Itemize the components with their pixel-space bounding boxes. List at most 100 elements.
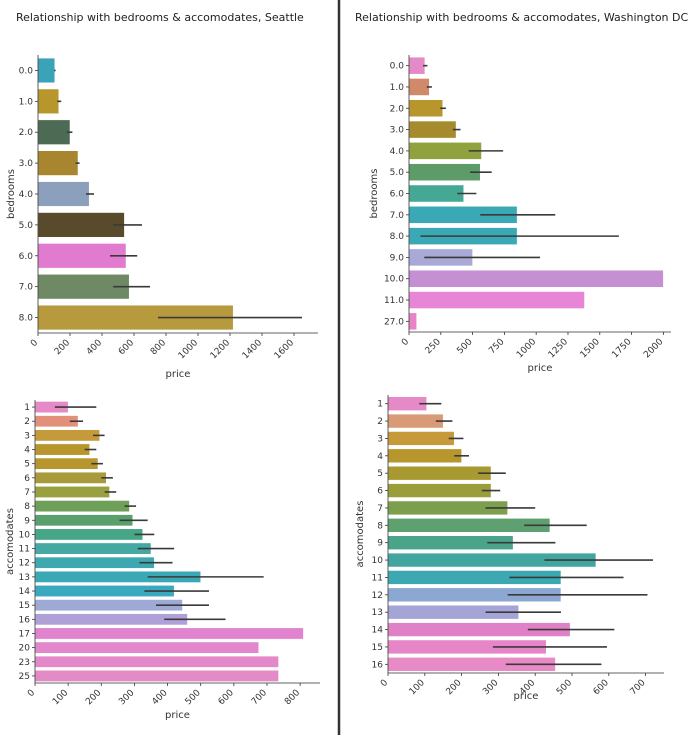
y-tick-label: 17 bbox=[19, 629, 30, 639]
bar-9 bbox=[34, 514, 134, 527]
x-tick-label: 0 bbox=[26, 688, 37, 699]
y-tick-label: 9.0 bbox=[390, 253, 405, 263]
bar-5.0 bbox=[37, 212, 125, 238]
bar-0.0 bbox=[408, 56, 426, 75]
y-tick-label: 11 bbox=[19, 545, 30, 555]
y-tick-label: 13 bbox=[372, 608, 383, 618]
x-tick-label: 1600 bbox=[273, 338, 296, 361]
y-tick-label: 8 bbox=[377, 521, 383, 531]
x-tick-label: 0 bbox=[400, 337, 411, 348]
bar-5 bbox=[387, 465, 492, 481]
y-axis-label: accomodates bbox=[355, 501, 366, 568]
x-tick-label: 700 bbox=[628, 678, 647, 697]
y-tick-label: 7 bbox=[377, 504, 383, 514]
x-tick-label: 600 bbox=[217, 688, 236, 707]
bar-5 bbox=[34, 457, 99, 470]
x-tick-label: 750 bbox=[487, 337, 506, 356]
y-tick-label: 1 bbox=[24, 403, 30, 413]
y-tick-label: 8.0 bbox=[390, 232, 405, 242]
y-tick-label: 7.0 bbox=[19, 283, 34, 293]
y-tick-label: 7.0 bbox=[390, 211, 405, 221]
y-tick-label: 6 bbox=[377, 487, 383, 497]
x-tick-label: 500 bbox=[184, 688, 203, 707]
y-tick-label: 3 bbox=[377, 434, 383, 444]
y-tick-label: 2 bbox=[24, 417, 30, 427]
bar-6.0 bbox=[408, 184, 464, 203]
y-tick-label: 20 bbox=[19, 644, 31, 654]
y-axis-label: accomodates bbox=[5, 508, 16, 575]
x-tick-label: 1250 bbox=[547, 337, 570, 360]
y-tick-label: 6.0 bbox=[390, 190, 405, 200]
x-tick-label: 0 bbox=[379, 678, 390, 689]
bar-5.0 bbox=[408, 163, 481, 181]
chart-title-washington-dc: Relationship with bedrooms & accomodates… bbox=[355, 11, 688, 24]
y-tick-label: 1.0 bbox=[19, 97, 34, 107]
bar-4 bbox=[34, 443, 90, 456]
y-tick-label: 4.0 bbox=[390, 147, 405, 157]
bar-27.0 bbox=[408, 312, 417, 331]
bar-17 bbox=[34, 627, 304, 640]
y-tick-label: 8 bbox=[24, 502, 30, 512]
x-axis-label: price bbox=[165, 710, 190, 721]
x-tick-label: 600 bbox=[592, 678, 611, 697]
y-tick-label: 2.0 bbox=[19, 128, 34, 138]
y-tick-label: 10 bbox=[372, 556, 384, 566]
bar-2.0 bbox=[37, 119, 71, 145]
x-tick-label: 1000 bbox=[177, 338, 200, 361]
x-tick-label: 800 bbox=[149, 338, 168, 357]
bar-6 bbox=[34, 471, 107, 484]
y-tick-label: 25 bbox=[19, 672, 30, 682]
x-tick-label: 100 bbox=[408, 678, 427, 697]
x-tick-label: 1000 bbox=[515, 337, 538, 360]
bar-6 bbox=[387, 483, 492, 498]
bar-3.0 bbox=[408, 120, 457, 139]
x-tick-label: 400 bbox=[150, 688, 169, 707]
y-tick-label: 15 bbox=[19, 601, 30, 611]
x-tick-label: 200 bbox=[84, 688, 103, 707]
bar-11 bbox=[34, 542, 152, 555]
x-tick-label: 500 bbox=[555, 678, 574, 697]
seattle-bedrooms-chart: 0.0 1.0 2.0 3.0 4.0 5.0 6.0 7.0 8.0 0 200 400 600 800… bbox=[6, 55, 318, 380]
y-tick-label: 10 bbox=[19, 530, 31, 540]
x-axis-label: price bbox=[528, 363, 553, 374]
y-tick-label: 9 bbox=[377, 539, 383, 549]
y-tick-label: 2.0 bbox=[390, 104, 405, 114]
y-tick-label: 5.0 bbox=[390, 168, 405, 178]
bar-8 bbox=[34, 500, 130, 513]
y-tick-label: 16 bbox=[19, 615, 31, 625]
y-tick-label: 4 bbox=[24, 446, 30, 456]
y-tick-label: 15 bbox=[372, 643, 383, 653]
y-tick-label: 8.0 bbox=[19, 314, 34, 324]
y-tick-label: 11.0 bbox=[384, 296, 404, 306]
bar-7 bbox=[34, 486, 110, 498]
x-tick-label: 1200 bbox=[209, 338, 232, 361]
x-tick-label: 300 bbox=[117, 688, 136, 707]
bar-3.0 bbox=[37, 150, 79, 176]
bar-3 bbox=[34, 429, 100, 442]
bar-25 bbox=[34, 670, 279, 682]
x-axis-label: price bbox=[166, 369, 191, 380]
y-tick-label: 4 bbox=[377, 452, 383, 462]
bar-4 bbox=[387, 448, 462, 464]
y-tick-label: 5 bbox=[377, 469, 383, 479]
y-tick-label: 12 bbox=[19, 559, 30, 569]
y-tick-label: 16 bbox=[372, 660, 384, 670]
x-tick-label: 200 bbox=[53, 338, 72, 357]
x-tick-label: 1750 bbox=[610, 337, 633, 360]
bar-1.0 bbox=[37, 88, 60, 114]
x-tick-label: 400 bbox=[85, 338, 104, 357]
washington-dc-bedrooms-chart: 0.0 1.0 2.0 3.0 4.0 5.0 6.0 7.0 8.0 9.0 10.0 11.0 27… bbox=[369, 55, 671, 374]
x-tick-label: 700 bbox=[250, 688, 269, 707]
x-tick-label: 500 bbox=[455, 337, 474, 356]
y-tick-label: 1.0 bbox=[390, 83, 405, 93]
y-tick-label: 27.0 bbox=[384, 317, 404, 327]
y-axis-label: bedrooms bbox=[6, 169, 17, 219]
y-tick-label: 9 bbox=[24, 516, 30, 526]
y-tick-label: 3.0 bbox=[19, 159, 34, 169]
x-tick-label: 200 bbox=[444, 678, 463, 697]
bar-2.0 bbox=[408, 99, 443, 118]
y-tick-label: 5 bbox=[24, 460, 30, 470]
x-tick-label: 800 bbox=[283, 688, 302, 707]
